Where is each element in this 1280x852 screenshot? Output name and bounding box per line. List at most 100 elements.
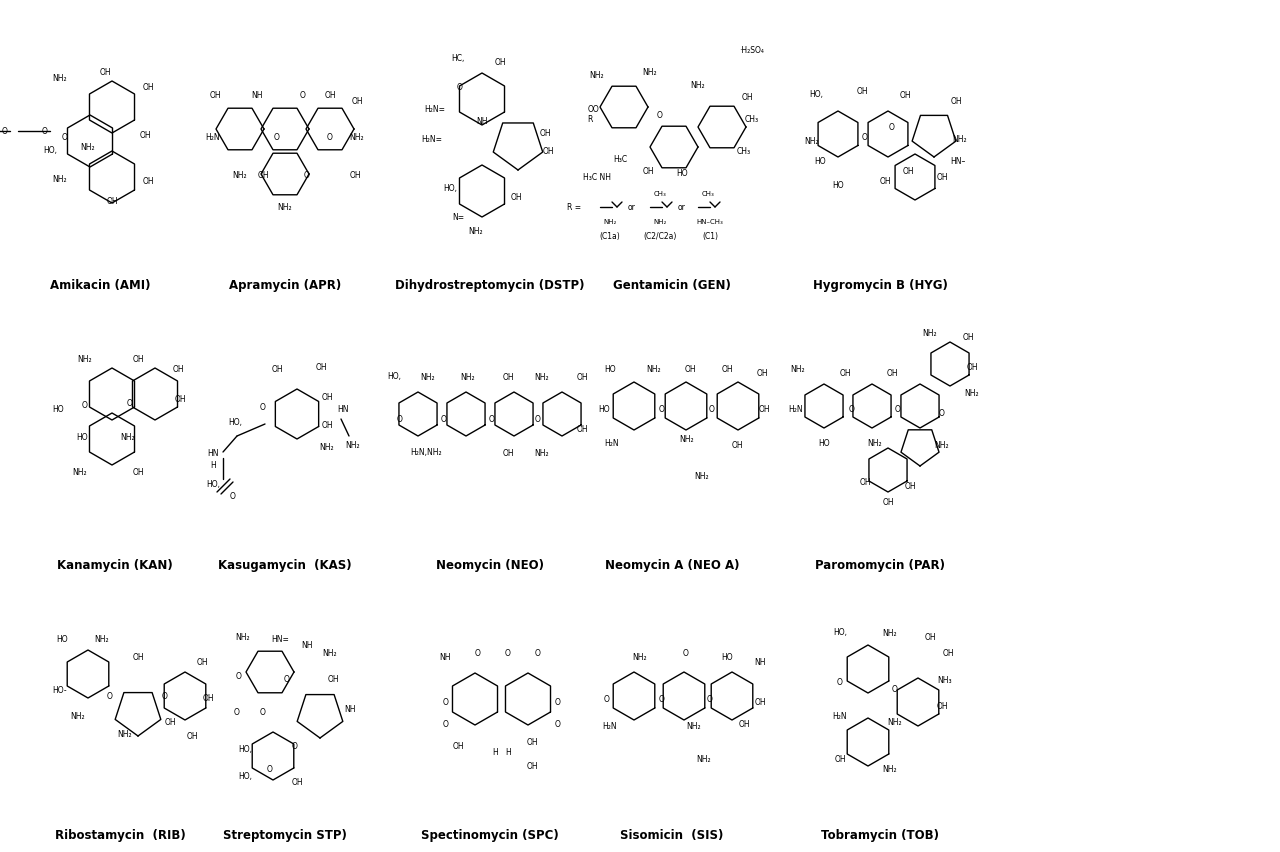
Text: O: O xyxy=(892,685,899,694)
Text: Spectinomycin (SPC): Spectinomycin (SPC) xyxy=(421,828,559,842)
Text: O: O xyxy=(659,694,664,704)
Text: Gentamicin (GEN): Gentamicin (GEN) xyxy=(613,278,731,291)
Text: HO,: HO, xyxy=(44,146,58,154)
Text: NH₂: NH₂ xyxy=(346,440,360,449)
Text: CH₃: CH₃ xyxy=(745,115,759,124)
Text: O: O xyxy=(442,415,447,424)
Text: HO: HO xyxy=(52,405,64,414)
Text: HO: HO xyxy=(598,405,609,414)
Text: OH: OH xyxy=(721,365,733,374)
Text: NH₃: NH₃ xyxy=(938,676,952,685)
Text: NH₂: NH₂ xyxy=(81,143,95,153)
Text: CH₃: CH₃ xyxy=(654,191,667,197)
Text: O: O xyxy=(82,400,88,409)
Text: HO: HO xyxy=(721,652,733,660)
Text: NH₂: NH₂ xyxy=(952,135,968,144)
Text: Kasugamycin  (KAS): Kasugamycin (KAS) xyxy=(218,558,352,571)
Text: NH₂: NH₂ xyxy=(590,71,604,79)
Text: OH: OH xyxy=(902,167,914,176)
Text: NH₂: NH₂ xyxy=(791,365,805,374)
Text: OH: OH xyxy=(349,170,361,179)
Text: OH: OH xyxy=(106,198,118,206)
Text: OH: OH xyxy=(685,365,696,374)
Text: OH: OH xyxy=(174,395,186,404)
Text: OH: OH xyxy=(966,362,978,371)
Text: HO,: HO, xyxy=(387,372,401,381)
Text: NH₂: NH₂ xyxy=(468,227,484,236)
Text: HO,: HO, xyxy=(206,480,220,489)
Text: O: O xyxy=(127,398,133,407)
Text: NH₂: NH₂ xyxy=(52,73,68,83)
Text: ·H₂SO₄: ·H₂SO₄ xyxy=(740,45,764,55)
Text: HO: HO xyxy=(676,170,687,178)
Text: OH: OH xyxy=(840,368,851,377)
Text: O: O xyxy=(305,170,310,179)
Text: NH: NH xyxy=(439,652,451,660)
Text: OH: OH xyxy=(756,368,768,377)
Text: (C2/C2a): (C2/C2a) xyxy=(644,231,677,240)
Text: NH₂: NH₂ xyxy=(236,632,251,641)
Text: OH: OH xyxy=(526,762,538,770)
Text: NH₂: NH₂ xyxy=(118,729,132,739)
Text: NH: NH xyxy=(344,705,356,714)
Text: OH: OH xyxy=(942,648,954,657)
Text: NH₂: NH₂ xyxy=(883,764,897,774)
Text: O: O xyxy=(268,764,273,774)
Text: NH: NH xyxy=(476,118,488,126)
Text: HO-: HO- xyxy=(52,686,68,694)
Text: O: O xyxy=(657,112,663,120)
Text: NH₂: NH₂ xyxy=(233,170,247,179)
Text: O: O xyxy=(443,720,449,728)
Text: OH: OH xyxy=(526,738,538,746)
Text: Streptomycin STP): Streptomycin STP) xyxy=(223,828,347,842)
Text: HO,: HO, xyxy=(809,90,823,100)
Text: OH: OH xyxy=(936,702,947,711)
Text: NH₂: NH₂ xyxy=(278,204,292,212)
Text: Tobramycin (TOB): Tobramycin (TOB) xyxy=(820,828,940,842)
Text: NH₂: NH₂ xyxy=(696,755,712,763)
Text: NH₂: NH₂ xyxy=(883,628,897,636)
Text: NH₂: NH₂ xyxy=(805,137,819,147)
Text: OH: OH xyxy=(576,372,588,381)
Text: NH₂: NH₂ xyxy=(349,134,365,142)
Text: O: O xyxy=(506,648,511,657)
Text: O: O xyxy=(604,694,611,704)
Text: OH: OH xyxy=(173,365,184,374)
Text: Neomycin (NEO): Neomycin (NEO) xyxy=(436,558,544,571)
Text: OH: OH xyxy=(856,88,868,96)
Text: HO: HO xyxy=(77,432,88,441)
Text: O: O xyxy=(861,134,868,142)
Text: O: O xyxy=(230,492,236,501)
Text: NH₂: NH₂ xyxy=(691,80,705,89)
Text: NH₂: NH₂ xyxy=(965,388,979,397)
Text: OH: OH xyxy=(758,405,769,414)
Text: N=: N= xyxy=(452,213,465,222)
Text: O: O xyxy=(163,692,168,700)
Text: NH₂: NH₂ xyxy=(686,722,701,731)
Text: OH: OH xyxy=(202,694,214,703)
Text: NH₂: NH₂ xyxy=(320,442,334,451)
Text: NH₂: NH₂ xyxy=(680,435,694,444)
Text: O: O xyxy=(108,692,113,700)
Text: (C1a): (C1a) xyxy=(599,231,621,240)
Text: OH: OH xyxy=(904,482,915,491)
Text: Hygromycin B (HYG): Hygromycin B (HYG) xyxy=(813,278,947,291)
Text: O: O xyxy=(659,405,664,414)
Text: O: O xyxy=(684,648,689,657)
Text: OH: OH xyxy=(209,90,221,100)
Text: O: O xyxy=(260,402,266,411)
Text: OH: OH xyxy=(132,355,143,364)
Text: HN: HN xyxy=(207,448,219,457)
Text: O: O xyxy=(489,415,495,424)
Text: OH: OH xyxy=(324,90,335,100)
Text: OH: OH xyxy=(539,130,550,138)
Text: O: O xyxy=(895,405,901,414)
Text: OO: OO xyxy=(588,106,600,114)
Text: O: O xyxy=(475,648,481,657)
Text: OH: OH xyxy=(936,173,947,182)
Text: NH: NH xyxy=(301,640,312,648)
Text: NH₂: NH₂ xyxy=(78,355,92,364)
Text: or: or xyxy=(628,204,636,212)
Text: NH: NH xyxy=(754,658,765,667)
Text: O: O xyxy=(707,694,713,704)
